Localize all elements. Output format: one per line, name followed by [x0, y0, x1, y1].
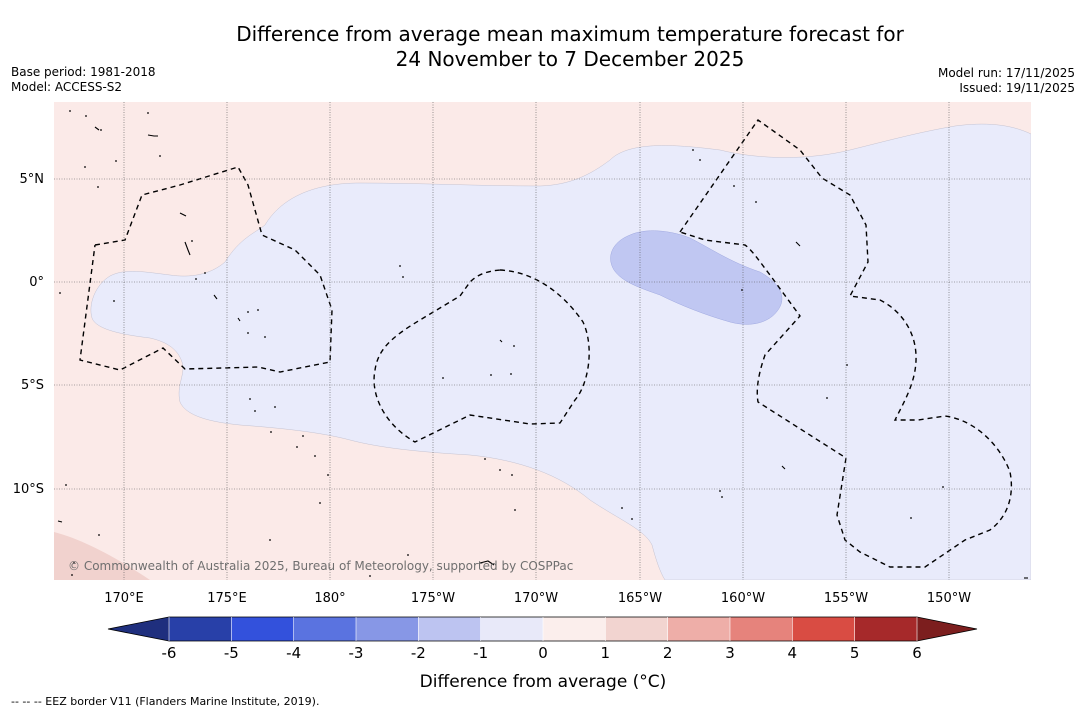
island: [94, 126, 100, 131]
colorbar-segment: [293, 617, 357, 641]
colorbar-tick-label: 5: [850, 644, 860, 662]
anomaly-region-1-to-2: [54, 532, 150, 580]
gridlines: [54, 102, 1031, 580]
lon-label: 170°E: [104, 591, 144, 606]
colorbar-tick-label: -5: [224, 644, 239, 662]
colorbar-segment: [356, 617, 419, 641]
lon-label: 165°W: [618, 591, 662, 606]
colorbar: -6 -5 -4 -3 -2 -1 0 1 2 3 4 5 6 Difference from aver…: [107, 616, 978, 692]
map-area: © Commonwealth of Australia 2025, Bureau…: [54, 102, 1031, 580]
colorbar-segment: [730, 617, 793, 641]
chart-title: Difference from average mean maximum tem…: [0, 22, 1085, 72]
colorbar-tick-label: -1: [473, 644, 488, 662]
colorbar-segment: [792, 617, 855, 641]
colorbar-tick-label: 6: [912, 644, 922, 662]
copyright-text: © Commonwealth of Australia 2025, Bureau…: [68, 559, 573, 573]
eez-line-islands: [679, 119, 1013, 568]
islands: [57, 126, 1028, 579]
title-line-1: Difference from average mean maximum tem…: [236, 22, 904, 46]
island: [213, 294, 218, 300]
island-dots: [59, 110, 944, 577]
island: [179, 212, 187, 217]
lat-label: 5°S: [21, 378, 44, 393]
colorbar-segment: [667, 617, 731, 641]
lon-label: 170°W: [514, 591, 558, 606]
island: [184, 241, 191, 256]
island: [499, 339, 503, 343]
colorbar-ticks: -6 -5 -4 -3 -2 -1 0 1 2 3 4 5 6: [162, 617, 922, 662]
colorbar-tick-label: -3: [349, 644, 364, 662]
colorbar-segment: [605, 617, 668, 641]
colorbar-tick-label: 4: [788, 644, 798, 662]
base-period: Base period: 1981-2018: [11, 65, 156, 79]
colorbar-segment: [543, 617, 606, 641]
island: [147, 134, 158, 137]
colorbar-over-arrow: [917, 617, 977, 641]
lat-labels: 5°N 0° 5°S 10°S: [13, 172, 44, 497]
colorbar-under-arrow: [108, 617, 169, 641]
lon-label: 150°W: [927, 591, 971, 606]
issued-date: Issued: 19/11/2025: [959, 81, 1075, 95]
model-name: Model: ACCESS-S2: [11, 80, 123, 94]
anomaly-region-minus1-to-0: [90, 123, 1031, 580]
colorbar-segments: [169, 617, 918, 641]
island: [781, 465, 786, 470]
eez-tuvalu-kiribati-west: [79, 166, 333, 373]
lon-label: 155°W: [824, 591, 868, 606]
colorbar-tick-label: 3: [725, 644, 735, 662]
colorbar-segment: [169, 617, 232, 641]
colorbar-tick-label: -2: [411, 644, 426, 662]
colorbar-tick-label: 1: [601, 644, 611, 662]
colorbar-segment: [231, 617, 294, 641]
colorbar-segment: [418, 617, 481, 641]
colorbar-tick-label: -4: [286, 644, 301, 662]
colorbar-tick-label: 2: [663, 644, 673, 662]
island: [479, 560, 495, 566]
island: [57, 520, 63, 523]
lat-label: 0°: [29, 275, 44, 290]
anomaly-region-minus2-to-minus1: [610, 230, 783, 325]
lon-label: 175°W: [411, 591, 455, 606]
eez-borders: [79, 119, 1013, 568]
island: [795, 241, 801, 247]
eez-phoenix-islands: [373, 269, 590, 443]
colorbar-label: Difference from average (°C): [420, 672, 667, 692]
colorbar-segment: [480, 617, 544, 641]
lon-label: 175°E: [207, 591, 247, 606]
colorbar-segment: [854, 617, 918, 641]
title-line-2: 24 November to 7 December 2025: [395, 47, 745, 71]
colorbar-tick-label: -6: [162, 644, 177, 662]
island: [237, 317, 241, 322]
lat-label: 10°S: [13, 482, 44, 497]
lat-label: 5°N: [20, 172, 45, 187]
colorbar-tick-label: 0: [538, 644, 548, 662]
lon-label: 160°W: [721, 591, 765, 606]
meta-left: Base period: 1981-2018 Model: ACCESS-S2: [11, 65, 156, 95]
lon-labels: 170°E 175°E 180° 175°W 170°W 165°W 160°W…: [104, 591, 971, 606]
lon-label: 180°: [314, 591, 345, 606]
meta-right: Model run: 17/11/2025 Issued: 19/11/2025: [938, 66, 1075, 96]
model-run: Model run: 17/11/2025: [937, 66, 1075, 80]
eez-legend: -- -- -- EEZ border V11 (Flanders Marine…: [11, 695, 320, 708]
